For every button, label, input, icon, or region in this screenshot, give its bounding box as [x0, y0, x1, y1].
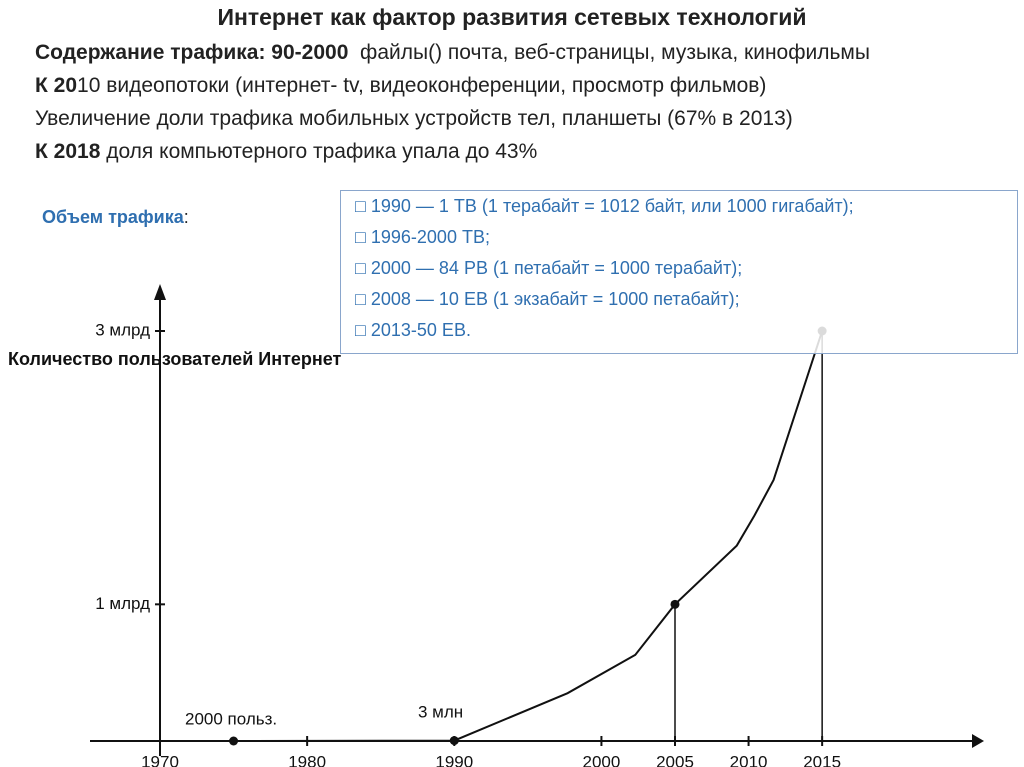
text-segment: Увеличение доли трафика мобильных устрой…	[35, 107, 793, 130]
x-tick-label: 2015	[803, 752, 841, 767]
box-line: □ 2013-50 ЕВ.	[355, 320, 471, 340]
text-segment: К 20	[35, 74, 78, 97]
volume-label-text: Объем трафика	[42, 207, 184, 227]
body-text: Содержание трафика: 90-2000 файлы() почт…	[35, 36, 905, 168]
point	[670, 599, 680, 609]
x-tick-label: 2010	[730, 752, 768, 767]
annotation: 3 млн	[418, 702, 463, 721]
point	[449, 736, 459, 746]
x-tick-label: 2000	[583, 752, 621, 767]
title: Интернет как фактор развития сетевых тех…	[217, 4, 807, 30]
box-line: □ 1990 — 1 ТВ (1 терабайт = 1012 байт, и…	[355, 196, 854, 216]
box-line: □ 2008 — 10 ЕВ (1 экзабайт = 1000 петаба…	[355, 289, 740, 309]
text-segment: Содержание трафика: 90-2000	[35, 41, 349, 64]
x-tick-label: 1980	[288, 752, 326, 767]
text-segment: файлы() почта, веб-страницы, музыка, кин…	[348, 41, 870, 64]
x-tick-label: 1970	[141, 752, 179, 767]
x-tick-label: 1990	[435, 752, 473, 767]
text-segment: 10 видеопотоки (интернет- tv, видеоконфе…	[77, 74, 767, 97]
y-axis-arrow	[154, 284, 166, 300]
text-segment: доля компьютерного трафика упала до 43%	[100, 140, 538, 163]
box-line: □ 1996-2000 ТВ;	[355, 227, 490, 247]
y-axis-label: Количество пользователей Интернет	[8, 349, 342, 369]
text-line: К 2018 доля компьютерного трафика упала …	[35, 135, 905, 168]
x-tick-label: 2005	[656, 752, 694, 767]
text-line: Содержание трафика: 90-2000 файлы() почт…	[35, 36, 905, 69]
y-tick-label: 1 млрд	[95, 594, 150, 613]
y-tick-label: 3 млрд	[95, 320, 150, 339]
point	[229, 736, 239, 746]
annotation: 2000 польз.	[185, 709, 277, 728]
volume-label-suffix: :	[183, 207, 189, 227]
text-line: К 2010 видеопотоки (интернет- tv, видеок…	[35, 69, 905, 102]
line	[233, 330, 824, 742]
text-segment: К 2018	[35, 140, 101, 163]
box-line: □ 2000 — 84 РВ (1 петабайт = 1000 тераба…	[355, 258, 743, 278]
x-axis-arrow	[972, 734, 984, 748]
volume-label: Объем трафика:	[42, 207, 189, 228]
text-line: Увеличение доли трафика мобильных устрой…	[35, 102, 905, 135]
traffic-box: □ 1990 — 1 ТВ (1 терабайт = 1012 байт, и…	[340, 190, 1018, 354]
